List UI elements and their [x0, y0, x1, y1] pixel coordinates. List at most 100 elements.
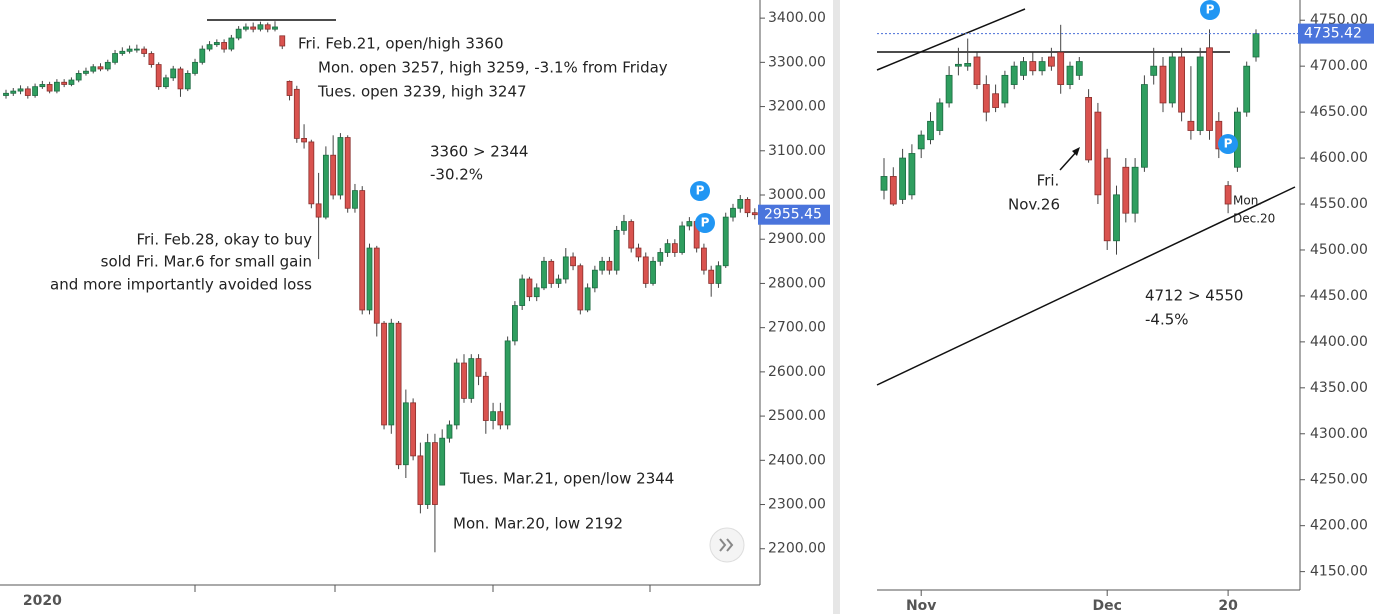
candle-body — [1206, 47, 1213, 131]
candle-body — [1168, 56, 1176, 104]
candle-body — [591, 269, 598, 289]
candle-body — [650, 260, 656, 284]
candle-body — [257, 24, 264, 30]
candle-body — [213, 42, 220, 46]
candle-body — [642, 256, 649, 284]
candle-body — [908, 153, 916, 196]
candle-body — [352, 190, 358, 209]
candle-body — [562, 256, 569, 280]
candle-body — [388, 322, 395, 426]
candle-body — [10, 90, 17, 94]
candle-body — [973, 56, 981, 85]
y-tick-label: 4250.00 — [1310, 472, 1368, 488]
candle-body — [381, 322, 387, 426]
candle-body — [628, 221, 635, 249]
candle-body — [1001, 74, 1009, 104]
last-price-label: 4735.42 — [1304, 26, 1362, 42]
scroll-button[interactable] — [709, 527, 745, 563]
candle-body — [635, 247, 642, 258]
candle-body — [1066, 65, 1074, 85]
event-marker[interactable] — [1218, 134, 1238, 154]
y-tick-label: 4500.00 — [1310, 242, 1368, 258]
y-tick-label: 3200.00 — [768, 99, 826, 115]
candle-body — [927, 120, 934, 141]
last-price-label: 2955.45 — [764, 207, 822, 223]
annotation: Mon. — [1233, 194, 1262, 208]
candle-body — [17, 88, 24, 92]
candle-body — [112, 53, 118, 63]
annotation: -4.5% — [1145, 311, 1189, 329]
y-tick-label: 4600.00 — [1310, 150, 1368, 166]
y-tick-label: 4300.00 — [1310, 426, 1368, 442]
candle-body — [686, 221, 693, 227]
x-tick-label: 20 — [1218, 598, 1238, 614]
event-marker[interactable] — [690, 181, 710, 201]
y-tick-label: 4200.00 — [1310, 518, 1368, 534]
candle-body — [1057, 51, 1065, 85]
candle-body — [322, 154, 329, 218]
x-tick-label: 2020 — [23, 593, 62, 609]
candle-body — [366, 247, 373, 311]
annotation: Dec.20 — [1233, 212, 1275, 226]
trend-line — [876, 186, 1296, 386]
y-tick-label: 4450.00 — [1310, 288, 1368, 304]
candle-body — [24, 88, 31, 96]
candle-body — [1085, 97, 1092, 161]
candle-body — [606, 260, 613, 271]
candle-body — [1141, 84, 1148, 168]
candle-body — [519, 278, 526, 306]
event-marker[interactable] — [1200, 0, 1220, 20]
candle-body — [955, 63, 962, 67]
candle-body — [1103, 157, 1111, 242]
y-tick-label: 4700.00 — [1310, 58, 1368, 74]
candle-body — [497, 411, 504, 426]
candle-body — [221, 42, 228, 50]
y-tick-label: 2600.00 — [768, 364, 826, 380]
candle-body — [359, 190, 366, 311]
candle-body — [657, 252, 664, 262]
candle-body — [90, 66, 97, 72]
candle-body — [293, 88, 300, 139]
y-tick-label: 3300.00 — [768, 54, 826, 70]
annotation: Nov.26 — [1008, 196, 1060, 214]
candle-body — [512, 305, 518, 342]
candle-body — [1010, 65, 1018, 85]
candle-body — [570, 256, 576, 267]
y-tick-label: 4150.00 — [1310, 564, 1368, 580]
candle-body — [936, 102, 944, 131]
x-tick-label: Nov — [906, 598, 936, 614]
annotation: Tues. Mar.21, open/low 2344 — [459, 470, 674, 488]
candle-body — [53, 81, 60, 92]
candle-body — [737, 199, 744, 209]
candle-body — [206, 44, 213, 50]
annotation: -30.2% — [430, 166, 483, 184]
event-marker-label: P — [701, 216, 710, 230]
annotation: and more importantly avoided loss — [50, 276, 312, 294]
x-tick-label: Dec — [1092, 598, 1121, 614]
annotation: 4712 > 4550 — [1145, 287, 1243, 305]
candle-body — [410, 402, 417, 457]
candle-body — [250, 26, 257, 30]
candle-body — [1094, 111, 1102, 196]
candle-body — [3, 92, 9, 96]
candle-body — [184, 73, 191, 90]
event-marker-label: P — [1206, 3, 1215, 17]
candle-body — [453, 362, 460, 426]
candle-body — [613, 229, 620, 271]
candle-body — [1178, 56, 1185, 113]
candle-body — [715, 265, 722, 284]
y-tick-label: 2300.00 — [768, 497, 826, 513]
candle-body — [548, 260, 555, 284]
separator — [833, 0, 840, 614]
candle-body — [899, 157, 906, 200]
candle-body — [373, 247, 380, 324]
candle-body — [155, 64, 162, 88]
candle-body — [671, 243, 678, 253]
annotation: Fri. Feb.28, okay to buy — [136, 231, 312, 249]
candle-body — [163, 77, 169, 88]
event-marker[interactable] — [695, 213, 715, 233]
candle-body — [1150, 65, 1158, 76]
candle-body — [1113, 194, 1120, 242]
